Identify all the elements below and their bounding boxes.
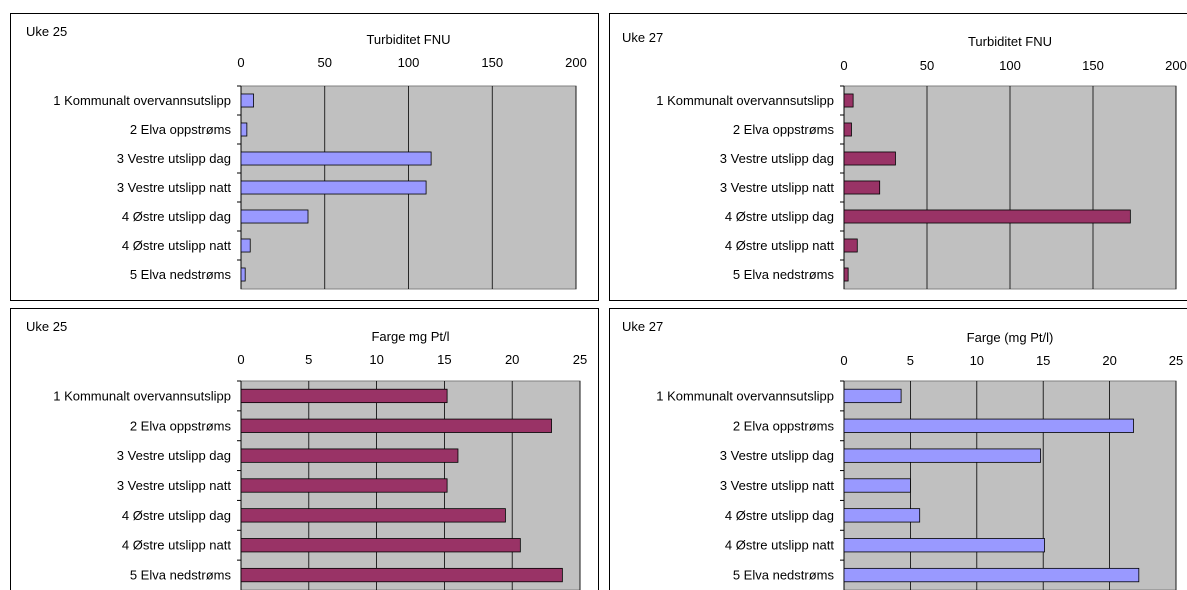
bar bbox=[240, 508, 506, 523]
x-tick-label: 200 bbox=[1165, 58, 1187, 73]
category-label: 5 Elva nedstrøms bbox=[130, 568, 232, 583]
category-label: 5 Elva nedstrøms bbox=[733, 267, 835, 282]
category-label: 4 Østre utslipp dag bbox=[725, 508, 834, 523]
category-label: 4 Østre utslipp natt bbox=[122, 238, 231, 253]
bar bbox=[843, 209, 1131, 224]
panel-label: Uke 25 bbox=[26, 24, 67, 39]
bar bbox=[240, 209, 309, 224]
category-label: 2 Elva oppstrøms bbox=[733, 418, 835, 433]
category-label: 2 Elva oppstrøms bbox=[733, 122, 835, 137]
x-tick-label: 200 bbox=[565, 55, 587, 70]
category-label: 3 Vestre utslipp dag bbox=[117, 151, 231, 166]
chart-panel-2: Uke 27 Turbiditet FNU 0 50 100 150 200 1 Kommun… bbox=[609, 13, 1187, 301]
x-tick-label: 0 bbox=[840, 353, 847, 368]
bar bbox=[240, 448, 459, 463]
category-label: 3 Vestre utslipp natt bbox=[720, 180, 835, 195]
x-tick-label: 15 bbox=[437, 352, 451, 367]
x-tick-label: 5 bbox=[907, 353, 914, 368]
bar bbox=[843, 388, 902, 404]
x-tick-label: 50 bbox=[318, 55, 332, 70]
category-label: 3 Vestre utslipp dag bbox=[720, 151, 834, 166]
chart-panel-3: Uke 25 Farge mg Pt/l 0 5 10 15 20 25 1 Kommunalt… bbox=[10, 308, 599, 590]
x-tick-label: 0 bbox=[840, 58, 847, 73]
category-label: 3 Vestre utslipp natt bbox=[117, 180, 232, 195]
x-tick-label: 100 bbox=[398, 55, 420, 70]
category-label: 1 Kommunalt overvannsutslipp bbox=[656, 388, 834, 403]
bar bbox=[240, 180, 427, 195]
bar bbox=[843, 567, 1140, 583]
bar bbox=[843, 478, 911, 493]
bar bbox=[240, 238, 251, 253]
category-label: 4 Østre utslipp dag bbox=[725, 209, 834, 224]
category-label: 1 Kommunalt overvannsutslipp bbox=[53, 93, 231, 108]
category-label: 2 Elva oppstrøms bbox=[130, 418, 232, 433]
bar bbox=[843, 508, 921, 523]
x-tick-label: 5 bbox=[305, 352, 312, 367]
x-tick-label: 20 bbox=[505, 352, 519, 367]
x-tick-label: 20 bbox=[1102, 353, 1116, 368]
category-label: 4 Østre utslipp natt bbox=[725, 538, 834, 553]
x-tick-label: 10 bbox=[970, 353, 984, 368]
bar bbox=[843, 93, 854, 108]
category-label: 3 Vestre utslipp dag bbox=[117, 448, 231, 463]
category-label: 4 Østre utslipp natt bbox=[725, 238, 834, 253]
x-tick-label: 10 bbox=[369, 352, 383, 367]
bar bbox=[240, 538, 521, 553]
bar bbox=[240, 267, 246, 282]
x-tick-label: 100 bbox=[999, 58, 1021, 73]
chart-panel-4: Uke 27 Farge (mg Pt/l) 0 5 10 15 20 25 1 Kommuna… bbox=[609, 308, 1187, 590]
category-label: 1 Kommunalt overvannsutslipp bbox=[656, 93, 834, 108]
x-tick-label: 150 bbox=[481, 55, 503, 70]
category-label: 4 Østre utslipp dag bbox=[122, 209, 231, 224]
x-tick-label: 150 bbox=[1082, 58, 1104, 73]
bar bbox=[240, 478, 448, 493]
chart-title: Turbiditet FNU bbox=[968, 34, 1052, 49]
bar bbox=[240, 93, 254, 108]
category-label: 3 Vestre utslipp natt bbox=[720, 478, 835, 493]
bar bbox=[843, 180, 881, 195]
x-tick-label: 0 bbox=[237, 55, 244, 70]
x-tick-label: 25 bbox=[573, 352, 587, 367]
bar bbox=[843, 448, 1041, 463]
bar bbox=[843, 538, 1045, 553]
bar bbox=[843, 151, 896, 166]
bar bbox=[843, 418, 1134, 433]
category-label: 5 Elva nedstrøms bbox=[130, 267, 232, 282]
bar bbox=[843, 238, 858, 253]
bar bbox=[240, 151, 432, 166]
category-label: 2 Elva oppstrøms bbox=[130, 122, 232, 137]
bar bbox=[240, 122, 248, 137]
chart-title: Farge (mg Pt/l) bbox=[967, 330, 1054, 345]
x-tick-label: 15 bbox=[1036, 353, 1050, 368]
category-label: 4 Østre utslipp natt bbox=[122, 538, 231, 553]
bar bbox=[240, 418, 552, 433]
panel-label: Uke 25 bbox=[26, 319, 67, 334]
chart-title: Turbiditet FNU bbox=[366, 32, 450, 47]
category-label: 3 Vestre utslipp dag bbox=[720, 448, 834, 463]
chart-panel-1: Uke 25 Turbiditet FNU 0 50 100 150 200 1 Kommun… bbox=[10, 13, 599, 301]
category-label: 1 Kommunalt overvannsutslipp bbox=[53, 388, 231, 403]
category-label: 5 Elva nedstrøms bbox=[733, 568, 835, 583]
panel-label: Uke 27 bbox=[622, 30, 663, 45]
chart-title: Farge mg Pt/l bbox=[371, 329, 449, 344]
x-tick-label: 25 bbox=[1169, 353, 1183, 368]
bar bbox=[240, 388, 448, 404]
x-tick-label: 50 bbox=[920, 58, 934, 73]
panel-label: Uke 27 bbox=[622, 319, 663, 334]
bar bbox=[240, 567, 563, 583]
bar bbox=[843, 122, 852, 137]
bar bbox=[843, 267, 849, 282]
category-label: 4 Østre utslipp dag bbox=[122, 508, 231, 523]
x-tick-label: 0 bbox=[237, 352, 244, 367]
category-label: 3 Vestre utslipp natt bbox=[117, 478, 232, 493]
